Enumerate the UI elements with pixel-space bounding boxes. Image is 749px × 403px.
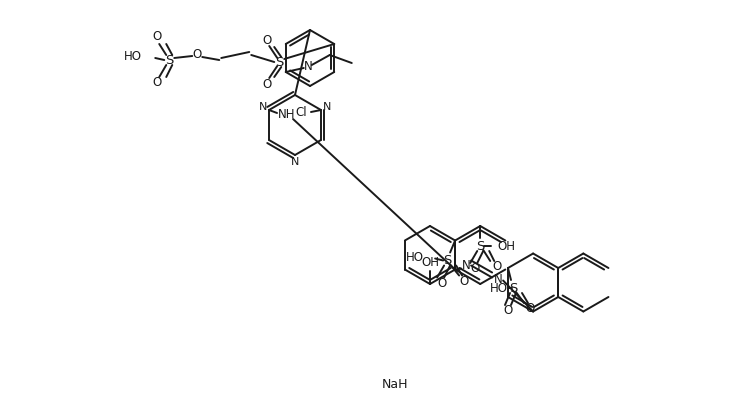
Text: S: S <box>165 54 174 66</box>
Text: N: N <box>323 102 331 112</box>
Text: O: O <box>470 262 480 276</box>
Text: O: O <box>459 275 469 288</box>
Text: N: N <box>461 259 470 272</box>
Text: N: N <box>494 273 503 286</box>
Text: Cl: Cl <box>295 106 307 118</box>
Text: NH: NH <box>279 108 296 121</box>
Text: O: O <box>153 77 162 89</box>
Text: O: O <box>525 303 535 316</box>
Text: N: N <box>303 60 312 73</box>
Text: S: S <box>476 239 485 253</box>
Text: O: O <box>437 277 446 290</box>
Text: OH: OH <box>421 256 439 270</box>
Text: HO: HO <box>406 251 424 264</box>
Text: NaH: NaH <box>382 378 408 391</box>
Text: O: O <box>192 48 202 62</box>
Text: O: O <box>503 305 512 318</box>
Text: HO: HO <box>490 282 508 295</box>
Text: O: O <box>263 33 272 46</box>
Text: HO: HO <box>124 50 142 64</box>
Text: O: O <box>153 31 162 44</box>
Text: N: N <box>258 102 267 112</box>
Text: O: O <box>493 260 502 274</box>
Text: O: O <box>263 77 272 91</box>
Text: N: N <box>291 157 299 167</box>
Text: OH: OH <box>497 239 515 253</box>
Text: S: S <box>509 282 518 295</box>
Text: S: S <box>443 254 452 267</box>
Text: S: S <box>275 56 283 69</box>
